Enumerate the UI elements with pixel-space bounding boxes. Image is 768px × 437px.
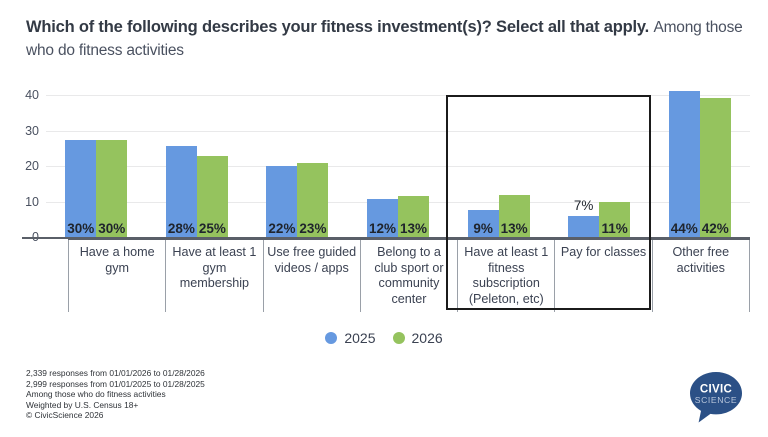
chart-legend: 2025 2026 — [0, 330, 768, 346]
bar-2025[interactable]: 12% — [367, 199, 399, 237]
legend-label: 2025 — [344, 330, 376, 346]
bar-group: 12% 13% — [348, 95, 449, 237]
bar-value-label: 28% — [167, 221, 195, 236]
bar-slot: 7% — [568, 95, 600, 237]
bar-slot: 30% — [96, 95, 128, 237]
footnote-line: 2,999 responses from 01/01/2025 to 01/28… — [26, 378, 205, 389]
bar-value-label: 44% — [670, 221, 698, 236]
bar-slot: 12% — [367, 95, 399, 237]
bar-value-label: 23% — [299, 221, 327, 236]
bar-value-label: 9% — [473, 221, 493, 236]
bar-value-label: 13% — [400, 221, 428, 236]
category-label-cell: Pay for classes — [554, 240, 651, 312]
bar-group: 9% 13% — [448, 95, 549, 237]
bar-slot: 44% — [668, 90, 700, 237]
bar-chart: 010203040 30%30%28%25%22%23%12%13%9%13%7… — [0, 88, 768, 316]
bar-value-label: 42% — [701, 221, 729, 236]
bar-2026[interactable]: 25% — [196, 156, 228, 237]
logo-line1-text: CIVIC — [700, 384, 732, 396]
gridline — [46, 166, 750, 167]
bar-slot: 25% — [196, 95, 228, 237]
gridline — [46, 130, 750, 132]
bar-value-label: 7% — [573, 198, 594, 214]
category-label-text: Other free activities — [672, 245, 730, 275]
bar-2026[interactable]: 30% — [96, 139, 128, 237]
legend-item-2026[interactable]: 2026 — [392, 330, 443, 346]
bar-2026[interactable]: 23% — [297, 162, 329, 237]
category-label-text: Use free guided videos / apps — [267, 245, 357, 275]
title-main: Which of the following describes your fi… — [26, 18, 650, 36]
bar-slot: 13% — [498, 95, 530, 237]
bar-value-label: 13% — [500, 221, 528, 236]
legend-swatch-icon — [392, 332, 405, 344]
y-axis-tick-label: 20 — [25, 158, 39, 173]
y-axis-tick-label: 10 — [25, 194, 39, 209]
bar-2026[interactable]: 42% — [699, 98, 731, 237]
category-label-text: Have at least 1 fitness subscription (Pe… — [464, 245, 549, 306]
footnote-block: 2,339 responses from 01/01/2026 to 01/28… — [26, 368, 506, 421]
bar-2025[interactable]: 30% — [65, 139, 97, 237]
bar-slot: 23% — [297, 95, 329, 237]
category-label-cell: Use free guided videos / apps — [262, 240, 360, 312]
bar-slot: 30% — [65, 95, 97, 237]
bar-group: 22% 23% — [247, 95, 348, 237]
bar-2026[interactable]: 13% — [398, 196, 430, 237]
footnote-line: 2,339 responses from 01/01/2026 to 01/28… — [26, 368, 205, 378]
bar-group: 44% 42% — [649, 90, 750, 237]
footnote-line: © CivicScience 2026 — [26, 410, 104, 421]
bar-group: 30% 30% — [46, 95, 147, 237]
chart-header: Which of the following describes your fi… — [26, 16, 748, 62]
bar-2025[interactable]: 7% — [568, 199, 600, 237]
bar-2025[interactable]: 28% — [165, 146, 197, 237]
logo-line2-text: SCIENCE — [695, 395, 737, 405]
civicscience-logo: CIVIC SCIENCE — [686, 368, 746, 428]
category-label-text: Belong to a club sport or community cent… — [374, 245, 444, 306]
bar-group: 28% 25% — [147, 95, 248, 237]
category-label-cell: Have a home gym — [68, 240, 165, 312]
category-label-cell: Have at least 1 fitness subscription (Pe… — [457, 240, 554, 312]
bar-2025[interactable]: 9% — [467, 210, 499, 237]
bar-value-label: 30% — [67, 221, 95, 236]
bar-group: 7% 11% — [549, 95, 650, 237]
legend-swatch-icon — [325, 332, 338, 344]
title-subtitle: Among those who do fitness activities — [26, 19, 743, 59]
footnote-line: Among those who do fitness activities — [26, 389, 166, 400]
page-title: Which of the following describes your fi… — [26, 16, 748, 62]
bar-2026[interactable]: 13% — [498, 195, 530, 237]
category-label-text: Have a home gym — [79, 245, 155, 275]
category-label-cell: Have at least 1 gym membership — [165, 240, 262, 312]
bar-slot: 28% — [165, 95, 197, 237]
y-axis-tick-label: 0 — [32, 231, 39, 244]
bar-2025[interactable]: 22% — [266, 165, 298, 237]
gridline — [46, 95, 750, 96]
bar-slot: 9% — [467, 95, 499, 237]
bar-slot: 22% — [266, 95, 298, 237]
bar-2026[interactable]: 11% — [599, 202, 631, 237]
category-label-cell: Belong to a club sport or community cent… — [359, 240, 457, 312]
bar-slot: 42% — [699, 95, 731, 237]
bar-value-label: 22% — [268, 221, 296, 236]
bar-slot: 11% — [599, 95, 631, 237]
legend-item-2025[interactable]: 2025 — [325, 330, 376, 346]
category-label-band: Have a home gym Have at least 1 gym membe… — [68, 238, 750, 312]
legend-label: 2026 — [411, 330, 443, 346]
category-label-cell: Other free activities — [651, 240, 750, 312]
bar-2025[interactable]: 44% — [668, 90, 700, 237]
y-axis-tick-label: 40 — [25, 87, 39, 102]
bar-groups: 30% 30% 28% 25% 22% 23% 12% 13% 9% 13% 7% 11% 44% 42% — [46, 90, 750, 237]
category-label-text: Have at least 1 gym membership — [172, 245, 257, 290]
bar-value-label: 11% — [601, 221, 628, 236]
bar-slot: 13% — [398, 95, 430, 237]
category-label-text: Pay for classes — [560, 245, 647, 259]
y-axis-tick-label: 30 — [25, 123, 39, 138]
bar-value-label: 25% — [198, 221, 226, 236]
bar-value-label: 30% — [98, 221, 126, 236]
footnote-line: Weighted by U.S. Census 18+ — [26, 399, 139, 410]
bar-value-label: 12% — [369, 221, 397, 236]
